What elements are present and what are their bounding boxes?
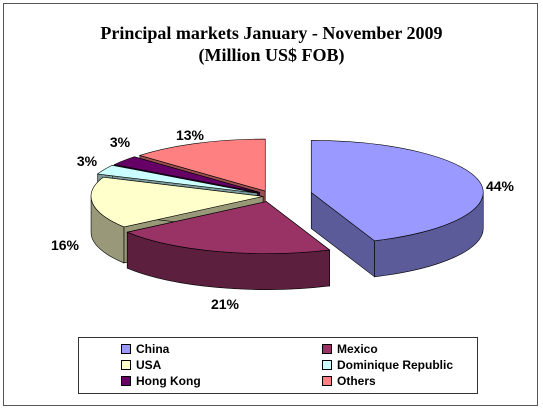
legend-item-dominique-republic: Dominique Republic — [322, 358, 453, 372]
legend-label-dominique-republic: Dominique Republic — [337, 358, 454, 372]
legend-item-mexico: Mexico — [322, 342, 378, 356]
legend-label-usa: USA — [136, 358, 162, 372]
legend-swatch-usa — [121, 359, 131, 370]
legend-label-china: China — [136, 342, 170, 356]
legend-label-mexico: Mexico — [337, 342, 378, 356]
legend-item-usa: USA — [121, 358, 161, 372]
data-label-others: 13% — [176, 127, 205, 143]
pie-slice-usa-top — [90, 176, 264, 228]
pie-slice-china-top — [310, 140, 484, 242]
data-label-hong-kong: 3% — [110, 134, 131, 150]
pie-slice-others-top — [138, 138, 266, 192]
legend-swatch-others — [322, 375, 332, 386]
chart-subtitle: (Million US$ FOB) — [198, 45, 345, 65]
legend-label-hong-kong: Hong Kong — [136, 374, 201, 388]
data-label-mexico: 21% — [211, 296, 240, 312]
pie-slice-dominique-republic-top — [96, 164, 258, 194]
legend-swatch-mexico — [322, 343, 332, 354]
legend-swatch-dominique-republic — [322, 359, 332, 370]
pie-slice-hong-kong-top — [113, 156, 260, 193]
legend-swatch-hong-kong — [121, 375, 131, 386]
legend: China Mexico USA Dominique Republic Hong Kon… — [78, 337, 478, 394]
legend-item-china: China — [121, 342, 169, 356]
chart-title-block: Principal markets January - November 200… — [0, 22, 543, 66]
pie-slice-china — [310, 140, 484, 278]
legend-label-others: Others — [337, 374, 376, 388]
legend-item-hong-kong: Hong Kong — [121, 374, 201, 388]
data-label-usa: 16% — [51, 237, 80, 253]
legend-swatch-china — [121, 343, 131, 354]
pie-slice-mexico-top — [126, 201, 331, 254]
pie-slice-mexico — [126, 201, 331, 290]
legend-item-others: Others — [322, 374, 376, 388]
chart-title: Principal markets January - November 200… — [100, 23, 443, 43]
data-label-dominique-republic: 3% — [77, 153, 98, 169]
data-label-china: 44% — [486, 178, 515, 194]
